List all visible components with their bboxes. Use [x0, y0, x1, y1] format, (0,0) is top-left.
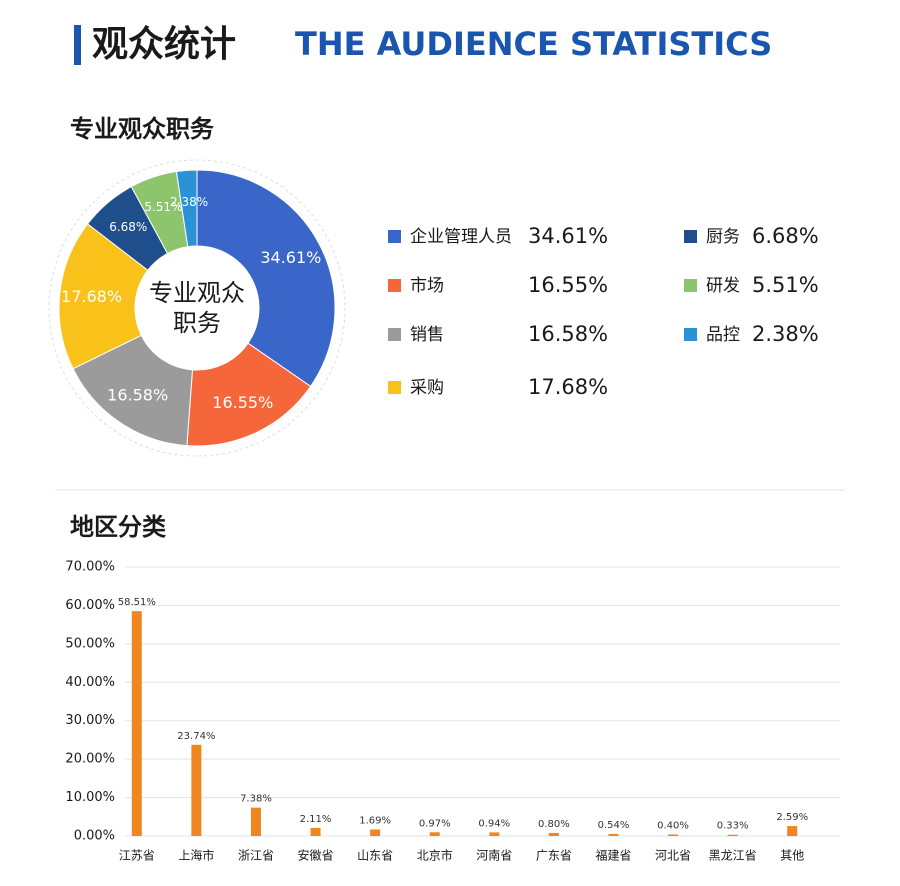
value-label: 7.38% [240, 794, 272, 805]
value-label: 2.11% [300, 814, 332, 825]
legend-value: 2.38% [752, 322, 819, 346]
x-tick-label: 其他 [780, 849, 804, 863]
value-label: 1.69% [359, 816, 391, 827]
slice-label: 6.68% [109, 220, 147, 234]
bar [191, 744, 202, 836]
bar [548, 832, 559, 836]
legend-value: 16.55% [528, 273, 608, 297]
donut-slice [196, 169, 336, 388]
header-bar [74, 25, 81, 65]
legend-value: 17.68% [528, 375, 608, 399]
center-label: 职务 [173, 309, 221, 337]
bar [131, 611, 142, 836]
value-label: 0.40% [657, 820, 689, 831]
value-label: 0.97% [419, 818, 451, 829]
value-label: 23.74% [177, 731, 215, 742]
y-tick-label: 20.00% [65, 752, 115, 767]
legend-label: 销售 [410, 325, 444, 345]
bar [727, 834, 738, 836]
legend-swatch [388, 230, 401, 243]
bar [310, 827, 321, 836]
x-tick-label: 福建省 [595, 848, 631, 863]
x-tick-label: 山东省 [357, 849, 393, 863]
bar [370, 829, 381, 836]
x-tick-label: 广东省 [536, 849, 572, 863]
center-label: 专业观众 [149, 279, 245, 307]
donut-slice [186, 342, 312, 447]
y-tick-label: 60.00% [65, 598, 115, 613]
bar [429, 832, 440, 836]
x-tick-label: 河北省 [655, 849, 691, 863]
bar [787, 826, 798, 836]
x-tick-label: 安徽省 [298, 848, 334, 863]
x-tick-label: 浙江省 [238, 849, 274, 863]
chart-title: 地区分类 [70, 513, 167, 541]
legend-swatch [388, 328, 401, 341]
legend-value: 5.51% [752, 273, 819, 297]
value-label: 58.51% [118, 597, 156, 608]
slice-label: 2.38% [170, 195, 208, 209]
slice-label: 16.55% [212, 393, 273, 412]
header-title-cn: 观众统计 [92, 24, 236, 65]
donut-ring [48, 159, 346, 457]
y-tick-label: 40.00% [65, 675, 115, 690]
slice-label: 34.61% [260, 248, 321, 267]
x-tick-label: 上海市 [178, 848, 214, 863]
chart-title: 专业观众职务 [70, 115, 215, 143]
legend-label: 厨务 [706, 227, 740, 247]
legend-swatch [684, 279, 697, 292]
legend-label: 企业管理人员 [410, 227, 512, 247]
donut-slice [175, 169, 198, 248]
legend-value: 34.61% [528, 224, 608, 248]
legend-swatch [388, 279, 401, 292]
slice-label: 5.51% [144, 200, 182, 214]
legend-label: 市场 [410, 276, 444, 296]
legend-swatch [684, 328, 697, 341]
value-label: 0.54% [598, 820, 630, 831]
legend-value: 16.58% [528, 322, 608, 346]
legend-label: 研发 [706, 276, 740, 296]
legend-label: 品控 [706, 325, 740, 345]
slice-label: 16.58% [107, 385, 168, 404]
bar [250, 807, 261, 836]
value-label: 2.59% [776, 812, 808, 823]
slice-label: 17.68% [61, 287, 122, 306]
y-tick-label: 0.00% [74, 829, 115, 844]
legend-swatch [684, 230, 697, 243]
legend-swatch [388, 381, 401, 394]
donut-slice [72, 334, 194, 447]
donut-slice [58, 223, 149, 370]
y-tick-label: 30.00% [65, 713, 115, 728]
value-label: 0.80% [538, 819, 570, 830]
value-label: 0.94% [478, 818, 510, 829]
y-tick-label: 10.00% [65, 790, 115, 805]
value-label: 0.33% [717, 821, 749, 832]
header-title-en: THE AUDIENCE STATISTICS [295, 25, 772, 63]
x-tick-label: 河南省 [476, 848, 512, 863]
y-tick-label: 70.00% [65, 560, 115, 575]
x-tick-label: 黑龙江省 [709, 849, 757, 863]
bar [489, 832, 500, 836]
x-tick-label: 江苏省 [119, 849, 155, 863]
x-tick-label: 北京市 [417, 848, 453, 863]
y-tick-label: 50.00% [65, 636, 115, 651]
legend-value: 6.68% [752, 224, 819, 248]
legend-label: 采购 [410, 378, 444, 398]
bar [668, 834, 679, 836]
bar [608, 833, 619, 836]
